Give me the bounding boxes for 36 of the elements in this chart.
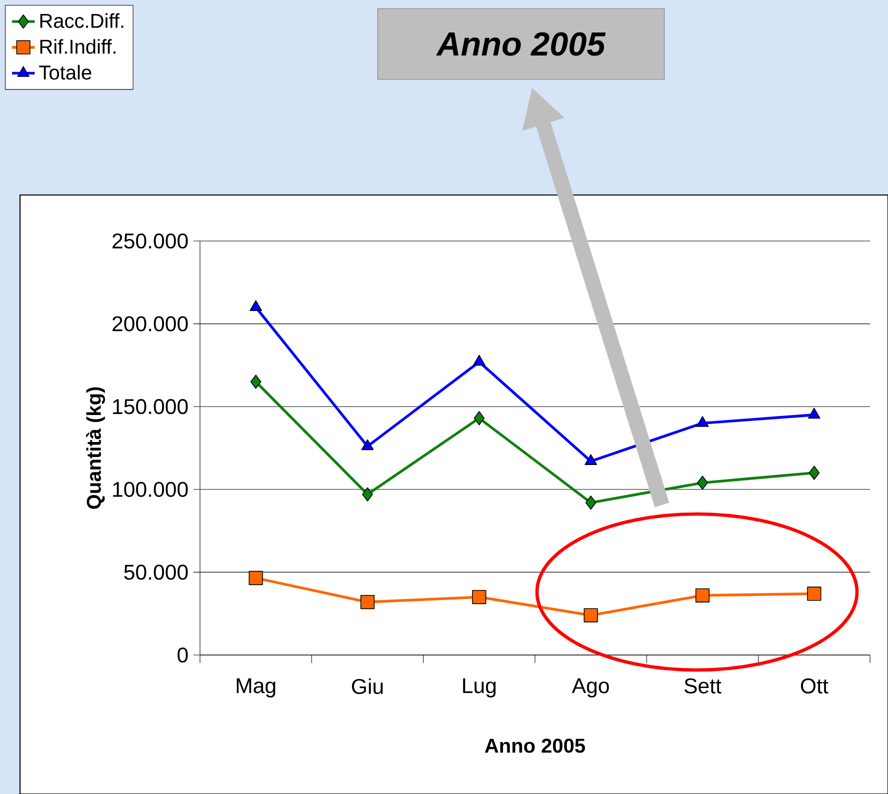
point bbox=[248, 570, 263, 586]
point bbox=[695, 588, 710, 602]
x-tick-label: Lug bbox=[463, 678, 496, 698]
point bbox=[250, 374, 262, 389]
point bbox=[808, 408, 820, 419]
x-tick-label: Giu bbox=[352, 678, 383, 694]
y-axis-title: Quantità (kg) bbox=[86, 387, 106, 509]
y-tick-label: 250.000 bbox=[112, 233, 188, 249]
x-tick-label: Ott bbox=[800, 678, 828, 694]
text: Anno 2005 bbox=[436, 32, 606, 56]
point bbox=[472, 590, 486, 604]
point bbox=[808, 466, 820, 480]
point bbox=[584, 454, 598, 465]
legend-label: Racc.Diff. bbox=[40, 13, 124, 28]
y-tick-label: 100.000 bbox=[113, 482, 188, 497]
y-tick-label: 0 bbox=[178, 647, 188, 663]
y-tick-label: 50.000 bbox=[124, 564, 188, 580]
point bbox=[250, 300, 262, 311]
x-tick-label: Ago bbox=[572, 678, 609, 698]
y-tick-label: 150.000 bbox=[113, 399, 188, 414]
y-tick-label: 200.000 bbox=[112, 316, 188, 332]
point bbox=[472, 354, 486, 366]
point bbox=[361, 439, 374, 450]
point bbox=[585, 496, 596, 510]
x-tick-label: Mag bbox=[236, 678, 276, 698]
point bbox=[697, 476, 708, 490]
point bbox=[696, 416, 709, 427]
x-axis-title: Anno 2005 bbox=[484, 738, 585, 753]
legend-label: Totale bbox=[39, 64, 92, 80]
point bbox=[360, 594, 375, 610]
legend-label: Rif.Indiff. bbox=[40, 39, 116, 54]
x-tick-label: Sett bbox=[684, 678, 722, 694]
point bbox=[807, 586, 822, 601]
point bbox=[474, 411, 485, 426]
point bbox=[584, 608, 598, 622]
point bbox=[362, 487, 373, 502]
